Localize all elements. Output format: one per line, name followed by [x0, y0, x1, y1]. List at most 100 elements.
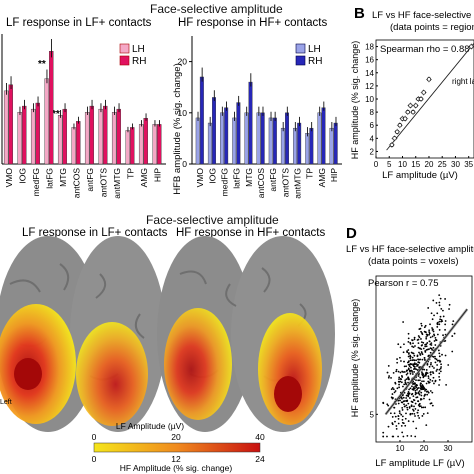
lf-bar-title: LF response in LF+ contacts — [6, 17, 152, 29]
scatter-d-point — [427, 377, 430, 380]
hf-bar-lh — [317, 112, 322, 165]
hf-legend-rh: RH — [308, 56, 322, 67]
scatter-d-point — [419, 353, 421, 355]
scatter-d-point — [400, 360, 402, 362]
scatter-d-point — [390, 377, 392, 379]
lf-bar-lh — [17, 111, 22, 165]
scatter-d-point — [403, 371, 406, 373]
scatter-d-point — [418, 390, 421, 392]
scatter-d-point — [434, 344, 437, 346]
scatter-d-point — [425, 371, 428, 374]
scatter-d-point — [442, 334, 444, 337]
scatter-d-point — [438, 304, 441, 307]
brain-hf-map — [157, 236, 335, 432]
scatter-d-point — [438, 372, 441, 375]
scatter-d-point — [415, 359, 418, 362]
scatter-d-point — [407, 367, 410, 370]
lf-bar-rh — [143, 118, 148, 165]
scatter-d-point — [436, 368, 439, 371]
scatter-d-point — [426, 334, 429, 337]
scatter-d-point — [419, 358, 422, 361]
scatter-d-point — [394, 415, 397, 418]
scatter-d-point — [420, 344, 423, 347]
scatter-d-point — [453, 332, 456, 335]
scatter-d-point — [408, 352, 410, 354]
hf-bar-lh — [220, 112, 225, 165]
scatter-d-point — [425, 348, 428, 351]
scatter-d-point — [441, 353, 443, 356]
brain-lf-peak — [14, 358, 42, 390]
scatter-d-point — [420, 324, 423, 327]
scatter-d-point — [415, 384, 418, 387]
scatter-d-point — [434, 380, 437, 383]
scatter-d-point — [431, 365, 434, 368]
scatter-d-point — [394, 382, 397, 385]
scatter-d-point — [439, 297, 442, 300]
lf-annotation-2: ** — [52, 109, 60, 120]
scatter-d-point — [401, 394, 404, 397]
scatter-d-point — [451, 350, 454, 353]
scatter-d-point — [439, 318, 442, 321]
scatter-d-point — [403, 383, 406, 386]
hf-category-label: antMTG — [292, 168, 302, 199]
scatter-b-y-tick-label: 8 — [370, 108, 375, 117]
scatter-d-point — [428, 340, 431, 343]
scatter-d-point — [418, 351, 420, 354]
scatter-d-point — [397, 435, 399, 438]
lf-category-label: HIP — [152, 168, 162, 183]
hf-category-label: TP — [305, 168, 315, 179]
scatter-b-point — [413, 103, 418, 108]
scatter-d-point — [414, 389, 417, 392]
brain-left-title: LF response in LF+ contacts — [22, 227, 168, 239]
scatter-b-x-tick-label: 25 — [438, 160, 447, 169]
scatter-b-regression-line — [386, 42, 474, 151]
scatter-d-point — [406, 434, 409, 437]
scatter-d-point — [409, 355, 412, 358]
scatter-d-point — [413, 354, 416, 357]
scatter-d-point — [409, 387, 412, 390]
scatter-d-point — [387, 365, 390, 367]
brain-lf-map — [0, 236, 166, 432]
scatter-d-point — [438, 375, 441, 378]
scatter-d-point — [440, 320, 443, 323]
scatter-d-point — [415, 379, 417, 382]
scatter-d-point — [408, 397, 411, 399]
scatter-d-point — [444, 323, 447, 326]
scatter-d-point — [414, 415, 416, 417]
hf-bar-chart: HF response in HF+ contacts HFB amplitud… — [172, 17, 342, 199]
scatter-d-point — [422, 347, 425, 350]
scatter-d-point — [413, 338, 416, 341]
scatter-d-point — [427, 380, 430, 383]
scatter-d-point — [429, 378, 432, 381]
scatter-d-point — [423, 368, 426, 371]
scatter-d-point — [433, 367, 435, 369]
scatter-d-point — [417, 342, 420, 345]
scatter-d-point — [382, 402, 385, 405]
scatter-b-title: LF vs HF face-selective amplitude — [372, 10, 474, 21]
scatter-d-point — [405, 378, 408, 381]
scatter-d-point — [405, 412, 407, 415]
scatter-d-point — [426, 412, 429, 415]
panel-letter-d: D — [346, 225, 357, 242]
scatter-d-point — [420, 322, 423, 325]
scatter-d-point — [447, 364, 450, 366]
scatter-d-xlabel: LF amplitude LF (µV) — [375, 458, 464, 469]
scatter-d-point — [424, 345, 427, 348]
scatter-d-point — [404, 379, 407, 382]
scatter-d-point — [398, 386, 401, 389]
hf-bar-lh — [329, 127, 334, 165]
scatter-d-point — [412, 352, 414, 355]
scatter-d-point — [401, 415, 404, 418]
hf-bar-lh — [195, 117, 200, 165]
scatter-b-points — [386, 42, 474, 151]
lf-bar-rh — [103, 105, 108, 165]
scatter-b-y-tick-label: 12 — [365, 82, 374, 91]
scatter-d-y-tick-label: 5 — [370, 410, 375, 419]
scatter-d-point — [408, 365, 411, 368]
scatter-d-point — [430, 312, 433, 315]
legend-rh-swatch — [119, 55, 130, 66]
scatter-d-point — [451, 335, 454, 337]
scatter-d-point — [421, 415, 424, 417]
scatter-d-point — [395, 425, 398, 427]
scatter-d-point — [436, 333, 439, 336]
